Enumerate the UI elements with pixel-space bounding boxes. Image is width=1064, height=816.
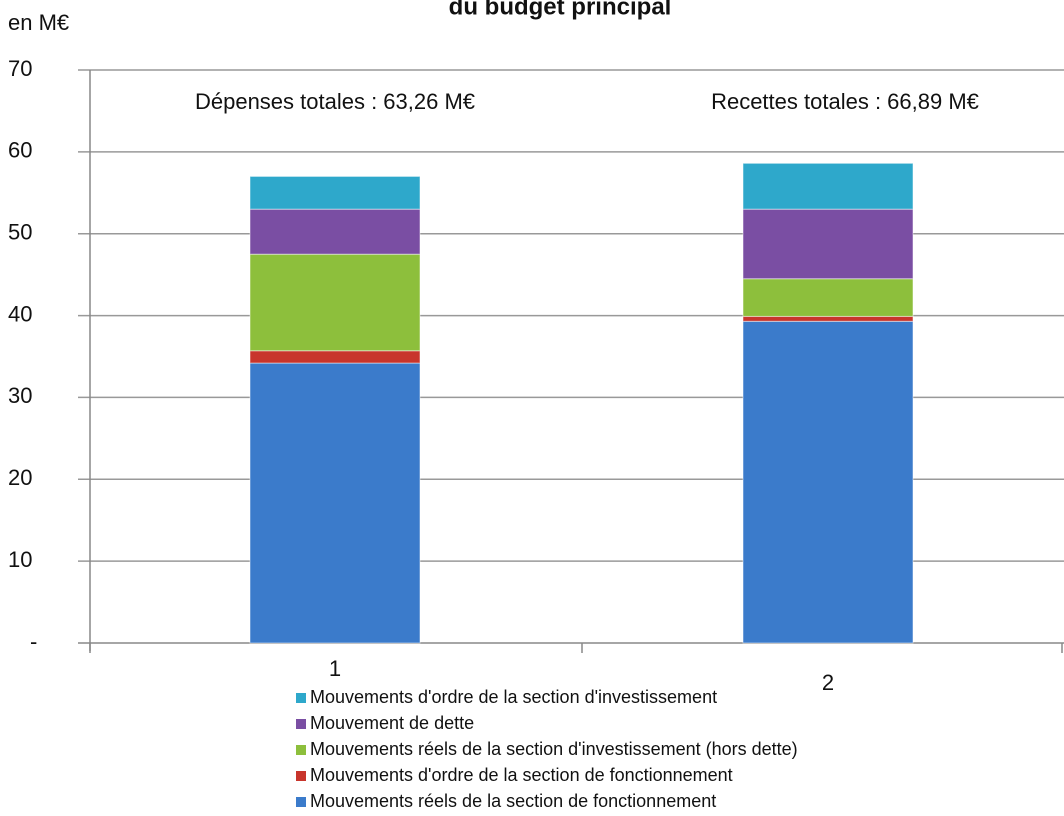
y-tick-label: 60 xyxy=(8,138,32,163)
y-tick-label: 70 xyxy=(8,56,32,81)
bar-segment xyxy=(742,208,914,280)
legend-swatch xyxy=(296,745,306,755)
bar-segment xyxy=(249,253,421,352)
x-tick-label: 2 xyxy=(822,670,834,695)
bar-segment xyxy=(249,362,421,644)
y-axis-label: en M€ xyxy=(8,10,69,35)
bar-segment xyxy=(249,175,421,210)
bar-segment xyxy=(742,315,914,322)
y-tick-label: - xyxy=(30,629,37,654)
x-tick-label: 1 xyxy=(329,656,341,681)
legend-label: Mouvements d'ordre de la section de fonc… xyxy=(310,765,733,785)
y-tick-label: 30 xyxy=(8,383,32,408)
y-tick-label: 40 xyxy=(8,301,32,326)
legend-swatch xyxy=(296,797,306,807)
legend-label: Mouvements réels de la section de foncti… xyxy=(310,791,716,811)
bar-segment xyxy=(742,162,914,210)
bar-segment xyxy=(249,350,421,364)
bar-segment xyxy=(249,208,421,255)
legend-swatch xyxy=(296,693,306,703)
legend-swatch xyxy=(296,771,306,781)
annotation: Recettes totales : 66,89 M€ xyxy=(711,89,979,114)
bar-segment xyxy=(742,320,914,644)
annotation: Dépenses totales : 63,26 M€ xyxy=(195,89,475,114)
y-tick-label: 10 xyxy=(8,547,32,572)
bar-segment xyxy=(742,278,914,317)
y-tick-label: 50 xyxy=(8,220,32,245)
legend-swatch xyxy=(296,719,306,729)
legend-label: Mouvements d'ordre de la section d'inves… xyxy=(310,687,717,707)
y-tick-label: 20 xyxy=(8,465,32,490)
legend-label: Mouvements réels de la section d'investi… xyxy=(310,739,798,759)
legend-label: Mouvement de dette xyxy=(310,713,474,733)
chart-title: du budget principal xyxy=(449,0,672,20)
